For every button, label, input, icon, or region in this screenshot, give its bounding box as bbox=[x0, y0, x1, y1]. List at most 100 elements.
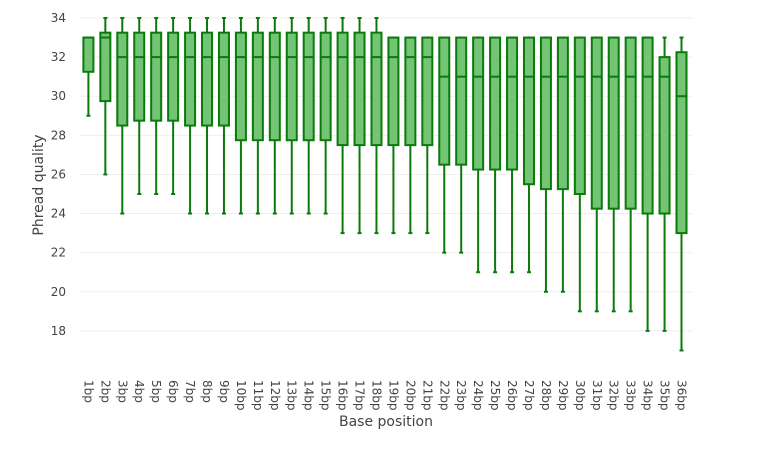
x-tick-label: 21bp bbox=[420, 380, 434, 411]
x-tick-label: 29bp bbox=[556, 380, 570, 411]
iqr-box bbox=[556, 36, 569, 191]
iqr-box bbox=[201, 31, 214, 127]
iqr-box bbox=[641, 36, 654, 215]
x-tick-label: 1bp bbox=[81, 380, 95, 403]
box-5bp bbox=[150, 17, 163, 195]
box-12bp bbox=[268, 17, 281, 215]
x-tick-label: 17bp bbox=[353, 380, 367, 411]
iqr-box bbox=[506, 36, 519, 171]
iqr-box bbox=[455, 36, 468, 166]
y-tick-label: 22 bbox=[51, 246, 66, 260]
x-tick-label: 32bp bbox=[607, 380, 621, 411]
y-tick-label: 24 bbox=[51, 207, 66, 221]
y-tick-label: 32 bbox=[51, 50, 66, 64]
x-axis-ticks: 1bp 2bp 3bp 4bp 5bp 6bp 7bp 8bp 9bp 10bp 11bp 12bp 1… bbox=[81, 380, 688, 411]
iqr-box bbox=[539, 36, 552, 191]
iqr-box bbox=[353, 31, 366, 147]
box-13bp bbox=[285, 17, 298, 215]
box-17bp bbox=[353, 17, 366, 235]
box-16bp bbox=[336, 17, 349, 235]
box-27bp bbox=[522, 36, 535, 274]
box-7bp bbox=[184, 17, 197, 215]
iqr-box bbox=[150, 31, 163, 122]
iqr-box bbox=[319, 31, 332, 142]
box-series bbox=[82, 17, 688, 352]
iqr-box bbox=[590, 36, 603, 210]
y-axis-ticks: 18 20 22 24 26 28 30 32 34 bbox=[51, 11, 66, 338]
iqr-box bbox=[167, 31, 180, 122]
x-tick-label: 13bp bbox=[285, 380, 299, 411]
box-19bp bbox=[387, 36, 400, 235]
iqr-box bbox=[251, 31, 264, 142]
iqr-box bbox=[489, 36, 502, 171]
box-34bp bbox=[641, 36, 654, 332]
x-tick-label: 34bp bbox=[641, 380, 655, 411]
x-tick-label: 28bp bbox=[539, 380, 553, 411]
x-tick-label: 20bp bbox=[403, 380, 417, 411]
box-25bp bbox=[489, 36, 502, 274]
iqr-box bbox=[268, 31, 281, 142]
x-tick-label: 12bp bbox=[268, 380, 282, 411]
y-tick-label: 30 bbox=[51, 89, 66, 103]
box-32bp bbox=[607, 36, 620, 313]
box-30bp bbox=[573, 36, 586, 313]
box-33bp bbox=[624, 36, 637, 313]
iqr-box bbox=[370, 31, 383, 147]
iqr-box bbox=[607, 36, 620, 210]
box-36bp bbox=[675, 36, 688, 352]
x-tick-label: 19bp bbox=[386, 380, 400, 411]
box-22bp bbox=[438, 36, 451, 254]
iqr-box bbox=[99, 31, 112, 103]
box-21bp bbox=[421, 36, 434, 235]
box-6bp bbox=[167, 17, 180, 195]
y-tick-label: 18 bbox=[51, 324, 66, 338]
box-4bp bbox=[133, 17, 146, 195]
iqr-box bbox=[472, 36, 485, 171]
iqr-box bbox=[421, 36, 434, 147]
iqr-box bbox=[336, 31, 349, 147]
x-tick-label: 18bp bbox=[369, 380, 383, 411]
box-10bp bbox=[234, 17, 247, 215]
iqr-box bbox=[658, 56, 671, 215]
x-tick-label: 10bp bbox=[234, 380, 248, 411]
x-tick-label: 23bp bbox=[454, 380, 468, 411]
box-35bp bbox=[658, 36, 671, 332]
box-15bp bbox=[319, 17, 332, 215]
y-axis-title: Phread quality bbox=[31, 134, 47, 235]
x-tick-label: 14bp bbox=[302, 380, 316, 411]
x-tick-label: 33bp bbox=[624, 380, 638, 411]
x-tick-label: 35bp bbox=[658, 380, 672, 411]
box-3bp bbox=[116, 17, 129, 215]
x-tick-label: 6bp bbox=[166, 380, 180, 403]
iqr-box bbox=[82, 36, 95, 73]
x-tick-label: 27bp bbox=[522, 380, 536, 411]
x-tick-label: 3bp bbox=[115, 380, 129, 403]
x-tick-label: 24bp bbox=[471, 380, 485, 411]
box-23bp bbox=[455, 36, 468, 254]
x-tick-label: 9bp bbox=[217, 380, 231, 403]
x-tick-label: 25bp bbox=[488, 380, 502, 411]
iqr-box bbox=[116, 31, 129, 127]
x-tick-label: 15bp bbox=[319, 380, 333, 411]
x-tick-label: 36bp bbox=[675, 380, 689, 411]
x-tick-label: 7bp bbox=[183, 380, 197, 403]
iqr-box bbox=[438, 36, 451, 166]
iqr-box bbox=[624, 36, 637, 210]
box-8bp bbox=[201, 17, 214, 215]
x-tick-label: 26bp bbox=[505, 380, 519, 411]
box-26bp bbox=[506, 36, 519, 274]
x-tick-label: 30bp bbox=[573, 380, 587, 411]
box-2bp bbox=[99, 17, 112, 176]
grid-lines bbox=[80, 17, 692, 332]
x-tick-label: 8bp bbox=[200, 380, 214, 403]
x-tick-label: 2bp bbox=[98, 380, 112, 403]
x-axis-title: Base position bbox=[339, 414, 433, 430]
iqr-box bbox=[234, 31, 247, 142]
box-11bp bbox=[251, 17, 264, 215]
box-14bp bbox=[302, 17, 315, 215]
x-tick-label: 31bp bbox=[590, 380, 604, 411]
y-tick-label: 28 bbox=[51, 128, 66, 142]
box-1bp bbox=[82, 36, 95, 117]
y-tick-label: 34 bbox=[51, 11, 66, 25]
